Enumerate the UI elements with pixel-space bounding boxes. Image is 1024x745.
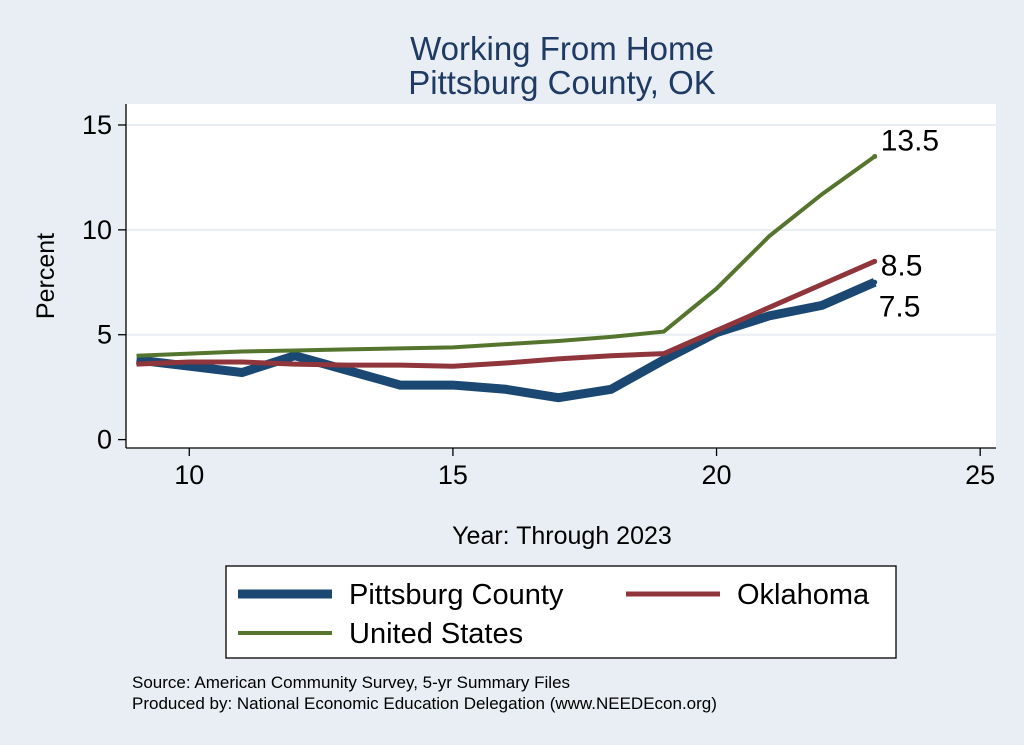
- chart-title-line: Working From Home: [410, 30, 714, 67]
- source-notes: Source: American Community Survey, 5-yr …: [132, 673, 717, 713]
- legend-label: Oklahoma: [737, 579, 870, 611]
- x-tick-label: 15: [438, 460, 468, 490]
- axis-titles: Year: Through 2023 Percent: [32, 233, 672, 550]
- end-value-label: 8.5: [881, 249, 923, 282]
- end-point-marker: [872, 279, 878, 285]
- end-value-label: 13.5: [881, 124, 939, 157]
- x-tick-label: 20: [702, 460, 732, 490]
- series-line-pittsburg-county: [136, 278, 877, 403]
- chart-title-line: Pittsburg County, OK: [408, 64, 716, 101]
- end-labels: 7.5 8.5 13.5: [879, 124, 939, 323]
- axes: 0 5 10 15 10 15 20 25: [82, 104, 996, 490]
- x-axis-title: Year: Through 2023: [452, 522, 672, 550]
- legend-label: United States: [349, 618, 523, 650]
- produced-by-note: Produced by: National Economic Education…: [132, 694, 717, 713]
- legend-box: [225, 565, 897, 659]
- end-value-label: 7.5: [879, 290, 921, 323]
- y-tick-label: 15: [82, 110, 112, 140]
- legend: Pittsburg County Oklahoma United States: [225, 565, 897, 659]
- end-point-marker: [872, 153, 878, 159]
- plot-area: [126, 104, 996, 448]
- x-tick-label: 10: [174, 460, 204, 490]
- end-point-marker: [872, 258, 878, 264]
- x-tick-label: 25: [965, 460, 995, 490]
- y-tick-label: 5: [97, 320, 112, 350]
- source-note: Source: American Community Survey, 5-yr …: [132, 673, 570, 692]
- y-tick-label: 10: [82, 215, 112, 245]
- series-lines: [136, 153, 878, 403]
- y-tick-label: 0: [97, 425, 112, 455]
- series-line-oklahoma: [136, 259, 876, 369]
- y-axis-title: Percent: [32, 233, 60, 319]
- series-line-united-states: [136, 154, 876, 358]
- legend-label: Pittsburg County: [349, 579, 564, 611]
- grid-lines: [126, 123, 996, 336]
